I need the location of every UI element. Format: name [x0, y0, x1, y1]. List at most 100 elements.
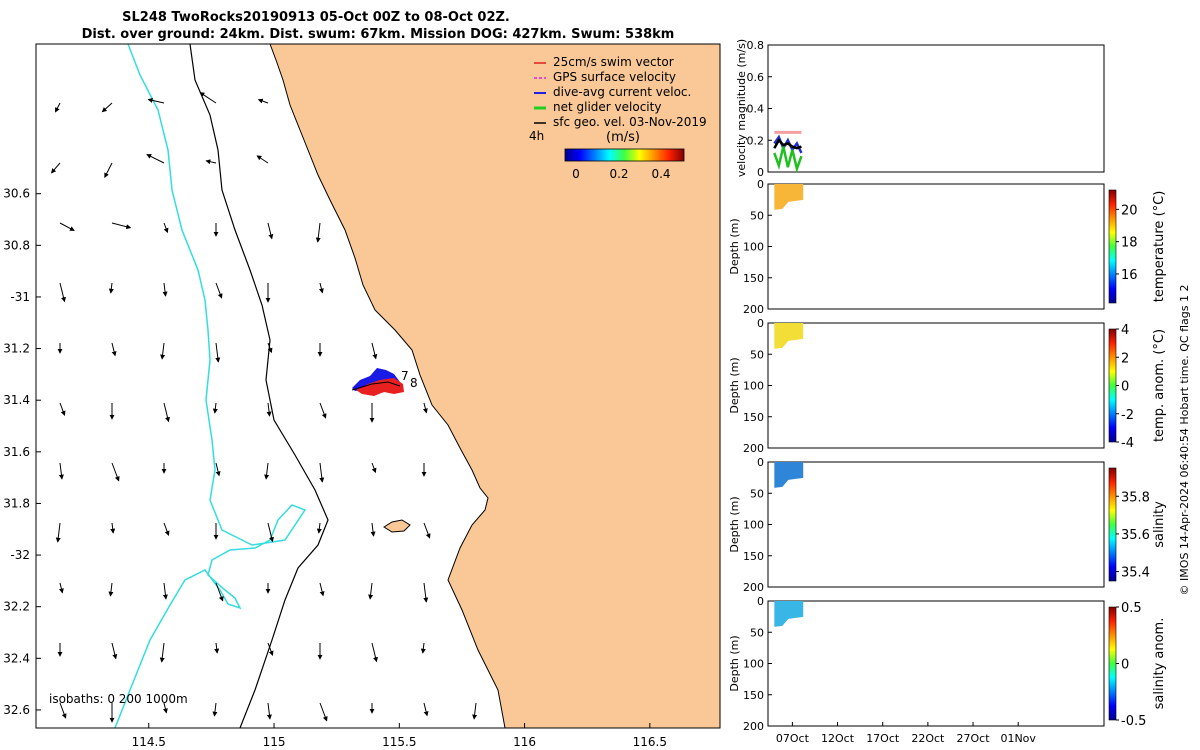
depth-tick-label: 0: [757, 595, 764, 608]
geo-velocity-arrow: [319, 402, 327, 419]
depth-axes: [767, 461, 1105, 588]
velocity-y-tick-label: 0.8: [747, 39, 765, 52]
depth-tick-label: 200: [743, 303, 764, 316]
geo-velocity-arrow: [371, 642, 378, 663]
geo-velocity-arrow: [370, 522, 376, 537]
depth-axes: [767, 322, 1105, 449]
geo-velocity-arrow: [160, 342, 166, 360]
map-y-tick-label: 31.6: [3, 445, 30, 459]
depth-ylabel: Depth (m): [728, 496, 741, 552]
title-line-2: Dist. over ground: 24km. Dist. swum: 67k…: [82, 27, 675, 42]
depth-colorbar: [1108, 606, 1117, 721]
depth-data-fill: [774, 184, 804, 210]
depth-axes: [767, 183, 1105, 310]
map-frame: [35, 43, 721, 729]
map-x-tick-label: 116.5: [633, 735, 667, 749]
depth-colorbar: [1108, 328, 1117, 443]
legend-label-dive-avg: dive-avg current veloc.: [553, 85, 691, 99]
velocity-series-line: [773, 146, 803, 174]
geo-velocity-arrow: [162, 702, 168, 714]
time-x-ticks: 07Oct 12Oct 17Oct 22Oct 27Oct 01Nov: [776, 722, 1036, 745]
geo-velocity-arrow: [267, 642, 274, 656]
glider-track: [351, 368, 404, 396]
colorbar-tick-2: 0.4: [651, 167, 670, 181]
depth-tick-label: 100: [743, 658, 764, 671]
geo-velocity-arrow: [59, 402, 66, 416]
depth-ylabel: Depth (m): [728, 357, 741, 413]
map-y-tick-label: 31.2: [3, 342, 30, 356]
colorbar-tick-label: 35.6: [1121, 528, 1150, 543]
depth-ylabel: Depth (m): [728, 635, 741, 691]
depth-tick-label: 0: [757, 317, 764, 330]
legend-label-net: net glider velocity: [553, 100, 661, 114]
geo-velocity-arrow: [267, 522, 274, 543]
geo-velocity-arrow: [59, 282, 66, 303]
depth-tick-label: 150: [743, 272, 764, 285]
legend-label-sfc-geo: sfc geo. vel. 03-Nov-2019: [553, 115, 707, 129]
legend-item-dive-avg: dive-avg current veloc.: [534, 85, 691, 99]
velocity-panel: velocity magnitude (m/s) 0 0.2 0.4 0.6 0.8: [735, 39, 1105, 179]
geo-velocity-arrow: [319, 462, 325, 483]
coastline: [269, 44, 506, 728]
colorbar-tick-label: 16: [1121, 268, 1138, 283]
velocity-y-tick-label: 0.4: [747, 103, 765, 116]
depth-tick-label: 50: [750, 626, 764, 639]
salinity-anom-panel: 0 50 100 150 200 Depth (m) -0.5 0 0.5 salinity an…: [728, 595, 1167, 733]
depth-tick-label: 200: [743, 442, 764, 455]
geo-velocity-arrow: [111, 642, 118, 660]
geo-velocity-arrow: [423, 522, 431, 539]
geo-velocity-arrow: [111, 462, 120, 482]
map-x-tick-label: 115.5: [382, 735, 416, 749]
legend-item-sfc-geo: sfc geo. vel. 03-Nov-2019: [534, 115, 707, 129]
colorbar-tick-label: 0.5: [1121, 601, 1142, 616]
geo-velocity-arrow: [163, 222, 169, 234]
credit-text: © IMOS 14-Apr-2024 06:40:54 Hobart time.…: [1178, 285, 1191, 596]
track-label-7: 7: [401, 369, 409, 383]
geo-velocity-arrow: [147, 97, 165, 104]
geo-velocity-arrow: [422, 402, 428, 414]
colorbar-tick-label: 2: [1121, 351, 1129, 366]
map-y-tick-label: 32.4: [3, 651, 30, 665]
geo-velocity-arrow: [146, 154, 165, 164]
depth-tick-label: 200: [743, 720, 764, 733]
colorbar-tick-label: 35.8: [1121, 490, 1150, 505]
velocity-series-line: [773, 134, 803, 154]
depth-tick-label: 150: [743, 411, 764, 424]
map-y-tick-label: 31.4: [3, 393, 30, 407]
velocity-y-tick-label: 0.6: [747, 71, 765, 84]
time-tick-label: 22Oct: [911, 732, 945, 745]
salinity-panel: 0 50 100 150 200 Depth (m) 35.4 35.6 35.8salinit…: [728, 456, 1167, 594]
geo-velocity-arrow: [215, 582, 224, 602]
depth-ylabel: Depth (m): [728, 218, 741, 274]
map-y-tick-label: 30.6: [3, 187, 30, 201]
legend-label-swim: 25cm/s swim vector: [553, 55, 674, 69]
colorbar-label: salinity: [1152, 501, 1167, 548]
geo-velocity-arrow: [58, 462, 64, 480]
geo-velocity-arrow: [319, 702, 328, 722]
depth-tick-label: 50: [750, 487, 764, 500]
colorbar-label: salinity anom.: [1152, 618, 1167, 710]
depth-tick-label: 100: [743, 241, 764, 254]
depth-tick-label: 100: [743, 380, 764, 393]
depth-tick-label: 50: [750, 209, 764, 222]
colorbar-tick-1: 0.2: [609, 167, 628, 181]
velocity-ylabel: velocity magnitude (m/s): [735, 39, 748, 177]
geo-velocity-arrow: [371, 462, 377, 474]
depth-tick-label: 150: [743, 550, 764, 563]
geo-velocity-arrow: [58, 582, 64, 594]
legend-item-swim-vector: 25cm/s swim vector: [534, 55, 674, 69]
time-tick-label: 27Oct: [957, 732, 991, 745]
geo-velocity-arrow: [162, 582, 168, 600]
geo-velocity-arrow: [420, 642, 426, 654]
colorbar-tick-label: -4: [1121, 436, 1134, 451]
isobath-200m: [189, 44, 329, 728]
geo-velocity-arrow: [215, 342, 221, 363]
colorbar-tick-label: 0: [1121, 380, 1129, 395]
depth-tick-label: 200: [743, 581, 764, 594]
colorbar-tick-label: -2: [1121, 408, 1134, 423]
geo-velocity-arrow: [50, 162, 61, 174]
geo-velocity-arrow: [199, 92, 217, 104]
title-line-1: SL248 TwoRocks20190913 05-Oct 00Z to 08-…: [122, 10, 510, 25]
geo-velocity-arrow: [59, 222, 75, 231]
geo-velocity-arrow: [59, 702, 67, 719]
